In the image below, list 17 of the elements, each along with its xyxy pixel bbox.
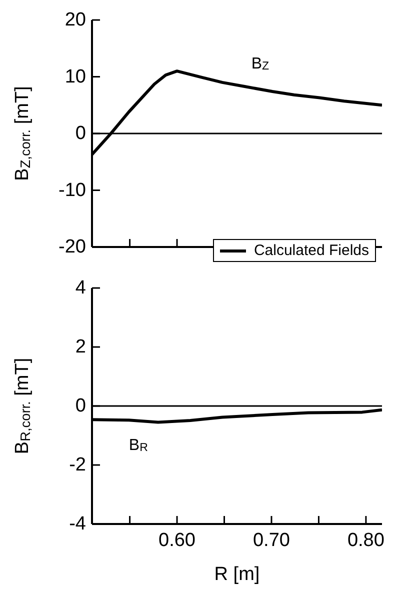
y-tick-label: -10 (58, 180, 86, 201)
y-tick-label: -4 (69, 514, 86, 534)
y-tick-label: 20 (64, 10, 86, 30)
legend-label: Calculated Fields (254, 242, 369, 259)
x-axis-title: R [m] (214, 564, 260, 585)
x-tick-label: 0.80 (347, 530, 384, 551)
y-tick-label: 10 (64, 66, 86, 88)
y-tick-label: -2 (69, 454, 86, 476)
y-tick-label: 2 (75, 336, 86, 358)
y-tick-label: -20 (58, 236, 86, 258)
annotation: B$_{Z}$ (251, 54, 270, 72)
y-tick-label: 4 (75, 278, 86, 298)
x-tick-label: 0.60 (158, 530, 196, 551)
annotation: B$_{R}$ (128, 436, 148, 454)
x-tick-label: 0.70 (252, 530, 290, 551)
y-tick-label: 0 (75, 396, 86, 416)
y-tick-label: 0 (75, 123, 86, 144)
